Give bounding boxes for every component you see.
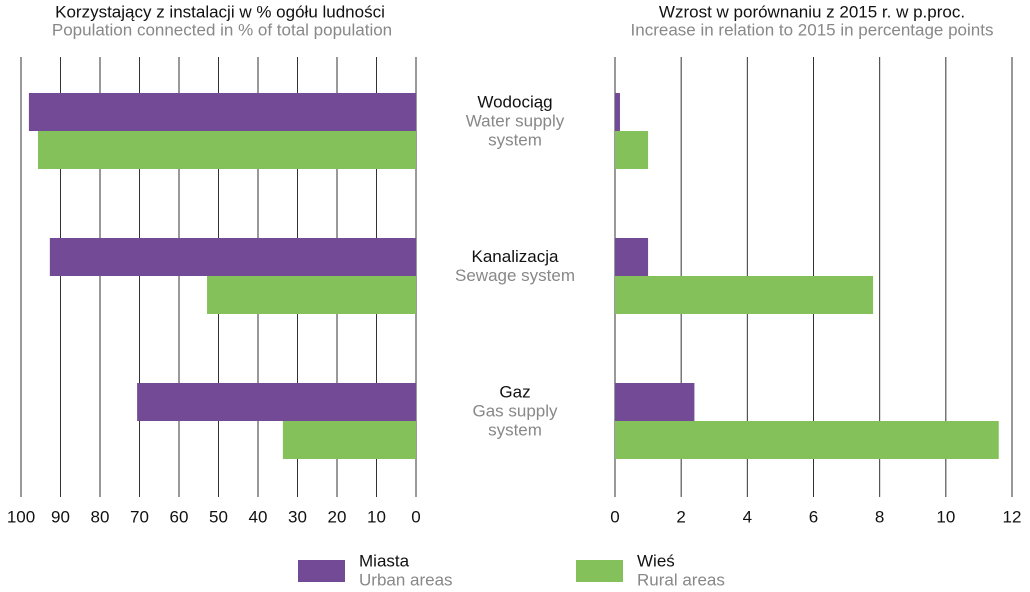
bar [137, 383, 416, 421]
category-label-en: Sewage system [455, 266, 575, 285]
chart-subtitle: Population connected in % of total popul… [52, 20, 392, 39]
x-tick-label: 10 [936, 507, 955, 526]
x-tick-label: 10 [367, 507, 386, 526]
category-label-en: Gas supply [472, 401, 558, 420]
category-label-en: system [488, 130, 542, 149]
legend-label: Miasta [359, 551, 410, 570]
category-label-en: Water supply [466, 111, 565, 130]
bar [615, 238, 649, 276]
bar [615, 383, 695, 421]
category-label: Gaz [499, 382, 530, 401]
x-tick-label: 4 [743, 507, 752, 526]
chart-title: Wzrost w porównaniu z 2015 r. w p.proc. [659, 2, 965, 21]
x-tick-label: 40 [249, 507, 268, 526]
x-tick-label: 60 [170, 507, 189, 526]
bar [615, 276, 874, 314]
x-tick-label: 70 [130, 507, 149, 526]
legend-label-en: Rural areas [637, 570, 725, 589]
category-label: Kanalizacja [472, 247, 559, 266]
bar [615, 131, 649, 169]
x-tick-label: 12 [1003, 507, 1022, 526]
x-tick-label: 0 [610, 507, 619, 526]
x-tick-label: 90 [51, 507, 70, 526]
bar [28, 93, 417, 131]
bar [37, 131, 417, 169]
x-tick-label: 6 [809, 507, 818, 526]
legend-label-en: Urban areas [359, 570, 453, 589]
chart-title: Korzystający z instalacji w % ogółu ludn… [55, 2, 385, 21]
category-label-en: system [488, 420, 542, 439]
bar [49, 238, 417, 276]
legend-swatch [298, 560, 345, 582]
legend-label: Wieś [637, 551, 675, 570]
bar [615, 421, 999, 459]
bar [207, 276, 416, 314]
x-tick-label: 2 [676, 507, 685, 526]
x-tick-label: 0 [411, 507, 420, 526]
legend-swatch [576, 560, 623, 582]
bar [282, 421, 416, 459]
x-tick-label: 80 [91, 507, 110, 526]
x-tick-label: 30 [288, 507, 307, 526]
chart-subtitle: Increase in relation to 2015 in percenta… [631, 20, 994, 39]
category-label: Wodociąg [477, 92, 552, 111]
x-tick-label: 100 [7, 507, 35, 526]
x-tick-label: 8 [875, 507, 884, 526]
x-tick-label: 50 [209, 507, 228, 526]
x-tick-label: 20 [328, 507, 347, 526]
bar [615, 93, 620, 131]
